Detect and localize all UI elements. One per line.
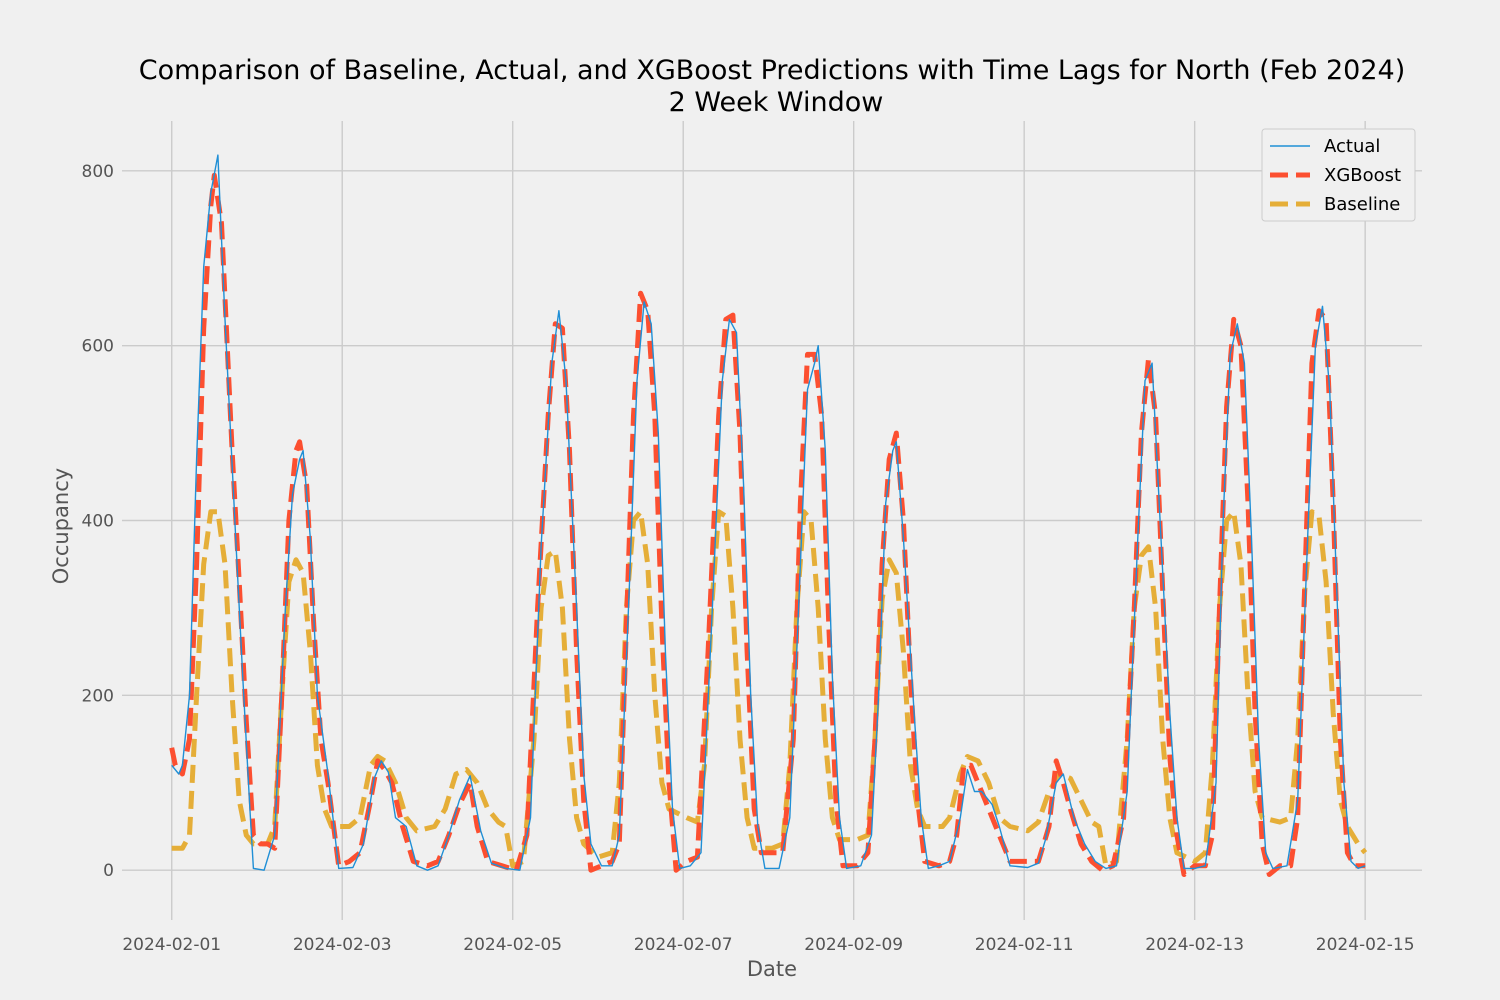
chart-title-line-1: Comparison of Baseline, Actual, and XGBo… — [139, 55, 1405, 86]
legend-label-actual: Actual — [1324, 136, 1380, 157]
y-tick-label: 800 — [82, 162, 114, 182]
y-axis-label: Occupancy — [49, 468, 73, 584]
x-tick-label: 2024-02-03 — [293, 935, 392, 955]
y-tick-label: 200 — [82, 686, 114, 706]
x-tick-label: 2024-02-01 — [122, 935, 221, 955]
series-line-baseline — [171, 509, 1368, 869]
y-tick-label: 600 — [82, 337, 114, 357]
y-tick-label: 400 — [82, 512, 114, 532]
legend-label-baseline: Baseline — [1324, 194, 1400, 215]
x-tick-label: 2024-02-09 — [804, 935, 903, 955]
x-tick-label: 2024-02-13 — [1145, 935, 1244, 955]
x-tick-label: 2024-02-15 — [1316, 935, 1415, 955]
x-tick-label: 2024-02-11 — [975, 935, 1074, 955]
x-axis-label: Date — [747, 957, 797, 981]
legend: Actual XGBoost Baseline — [1261, 128, 1416, 222]
series-layer — [169, 154, 1368, 877]
legend-label-xgboost: XGBoost — [1324, 165, 1401, 186]
legend-box — [1261, 128, 1416, 222]
grid-layer — [122, 121, 1422, 920]
tick-label-layer: 0 200 400 600 800 2024-02-01 2024-02-03 2024-02… — [82, 162, 1415, 955]
y-tick-label: 0 — [103, 861, 114, 881]
series-line-actual — [171, 154, 1366, 871]
x-tick-label: 2024-02-07 — [634, 935, 733, 955]
chart-title-line-2: 2 Week Window — [669, 87, 884, 118]
x-tick-label: 2024-02-05 — [463, 935, 562, 955]
